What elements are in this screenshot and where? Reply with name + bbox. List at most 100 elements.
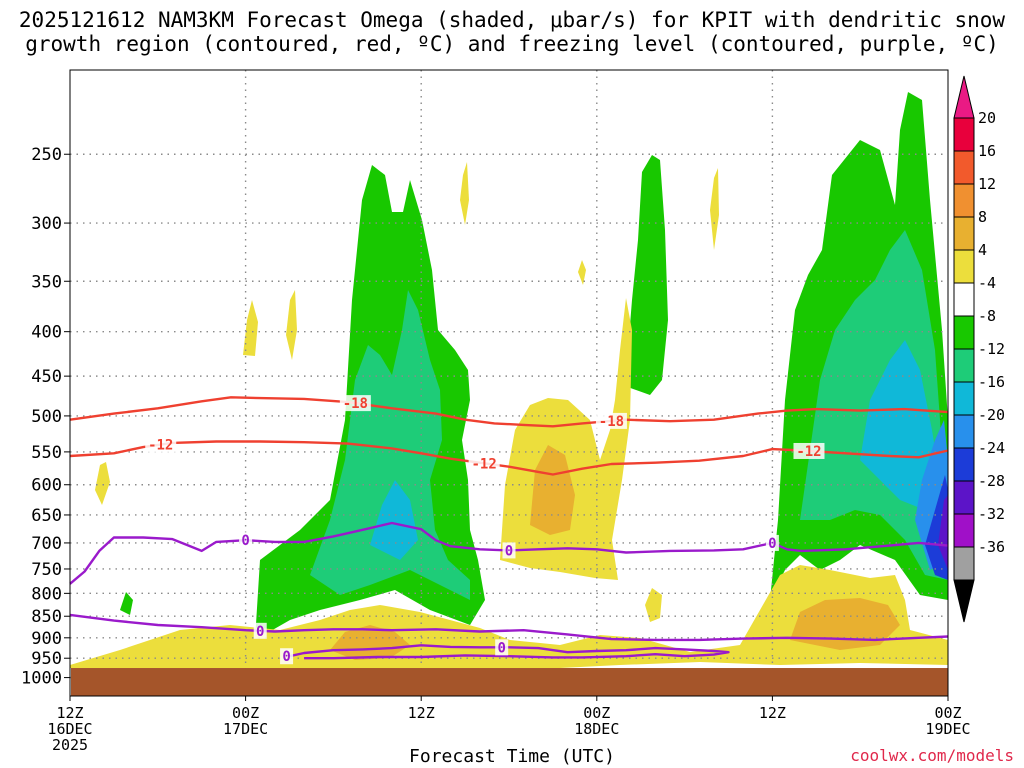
pressure-tick-label: 250 [31, 145, 62, 165]
pressure-tick-label: 1000 [21, 669, 62, 689]
chart-title-line2: growth region (contoured, red, ºC) and f… [25, 32, 999, 56]
colorbar-label: 4 [978, 241, 987, 259]
omega-region-yellow [500, 298, 632, 580]
colorbar-label: 12 [978, 175, 996, 193]
omega-region-yellow [286, 290, 297, 360]
contour-label: -12 [148, 438, 173, 454]
pressure-tick-label: 300 [31, 214, 62, 234]
x-axis-title: Forecast Time (UTC) [409, 746, 615, 767]
colorbar: 20 16 12 8 4 -4 -8 -12 -16 -20 -24 -28 -32 -36 [953, 75, 1005, 623]
contour-label: 0 [282, 649, 290, 665]
pressure-tick-label: 850 [31, 607, 62, 627]
time-tick-label: 12Z [759, 704, 786, 722]
omega-region-yellow [70, 565, 948, 670]
time-tick-label: 00Z [232, 704, 259, 722]
freezing-level-contour [69, 613, 949, 642]
pressure-tick-label: 650 [31, 506, 62, 526]
pressure-tick-label: 350 [31, 272, 62, 292]
time-tick-label: 16DEC [47, 720, 92, 738]
colorbar-label: -16 [978, 373, 1005, 391]
contour-label: -18 [599, 414, 624, 430]
contour-label-bg [239, 532, 253, 549]
colorbar-bin [953, 117, 975, 152]
contour-label: 0 [256, 624, 264, 640]
time-tick-label: 18DEC [574, 720, 619, 738]
pressure-tick-label: 900 [31, 629, 62, 649]
pressure-tick-label: 500 [31, 407, 62, 427]
colorbar-bottom-arrow [953, 579, 975, 623]
omega-region-yellow [578, 260, 586, 285]
colorbar-label: -32 [978, 505, 1005, 523]
colorbar-bin [953, 447, 975, 482]
colorbar-label: 8 [978, 208, 987, 226]
pressure-tick-label: 700 [31, 534, 62, 554]
colorbar-bin [953, 513, 975, 548]
pressure-tick-label: 400 [31, 323, 62, 343]
colorbar-bin [953, 315, 975, 350]
colorbar-bin [953, 216, 975, 251]
pressure-axis: 2503003504004505005506006507007508008509… [21, 145, 70, 689]
site-credit[interactable]: coolwx.com/models [850, 746, 1014, 765]
contour-label-bg [765, 534, 779, 551]
contour-label: 0 [497, 640, 505, 656]
omega-region-orange [530, 445, 575, 535]
colorbar-bin [953, 282, 975, 317]
omega-region-yellow [243, 300, 258, 356]
time-tick-label: 12Z [408, 704, 435, 722]
contour-label: 0 [768, 536, 776, 552]
isotherm-contour [69, 396, 949, 428]
plot-frame [69, 69, 949, 697]
colorbar-bin [953, 150, 975, 185]
contour-label-bg [793, 442, 825, 459]
freezing-level-contour [289, 644, 730, 660]
omega-region-orange [790, 598, 900, 650]
colorbar-bin [953, 546, 975, 581]
colorbar-label: -20 [978, 406, 1005, 424]
contour-label-bg [468, 455, 500, 472]
omega-region-yellow [460, 162, 469, 225]
contour-label: 0 [505, 543, 513, 559]
omega-region-yellow [710, 168, 719, 250]
contour-label-bg [502, 542, 516, 559]
contour-label: -12 [471, 456, 496, 472]
pressure-tick-label: 750 [31, 560, 62, 580]
colorbar-bin [953, 249, 975, 284]
colorbar-label: -12 [978, 340, 1005, 358]
omega-region-yellow [645, 588, 662, 622]
omega-region-teal [310, 290, 470, 600]
time-tick-label: 19DEC [925, 720, 970, 738]
contour-label-bg [253, 622, 267, 639]
colorbar-label: 16 [978, 142, 996, 160]
contour-label-bg [280, 648, 294, 665]
pressure-tick-label: 450 [31, 367, 62, 387]
contour-label: -18 [343, 396, 368, 412]
time-tick-label: 00Z [583, 704, 610, 722]
contour-label-bg [145, 436, 177, 453]
colorbar-bin [953, 381, 975, 416]
contour-label-bg [339, 395, 371, 412]
colorbar-bin [953, 414, 975, 449]
colorbar-bin [953, 348, 975, 383]
omega-region-cyan [370, 480, 418, 560]
colorbar-label: -24 [978, 439, 1005, 457]
time-tick-label: 00Z [934, 704, 961, 722]
omega-region-green [622, 155, 668, 395]
time-tick-label: 17DEC [223, 720, 268, 738]
omega-region-green [120, 592, 133, 615]
pressure-tick-label: 550 [31, 443, 62, 463]
contour-label-bg [595, 412, 627, 429]
omega-region-cyan [860, 340, 940, 510]
pressure-tick-label: 800 [31, 584, 62, 604]
contour-layer: -18 -18 -12 -12 -12 0 0 0 0 0 0 [69, 395, 949, 665]
colorbar-label: -36 [978, 538, 1005, 556]
omega-shading-layer [70, 92, 948, 670]
omega-region-orange [330, 625, 410, 660]
time-tick-label: 2025 [52, 736, 88, 754]
colorbar-label: -4 [978, 274, 996, 292]
omega-region-yellow [95, 462, 110, 505]
colorbar-label: -28 [978, 472, 1005, 490]
pressure-tick-label: 950 [31, 649, 62, 669]
colorbar-bin [953, 183, 975, 218]
